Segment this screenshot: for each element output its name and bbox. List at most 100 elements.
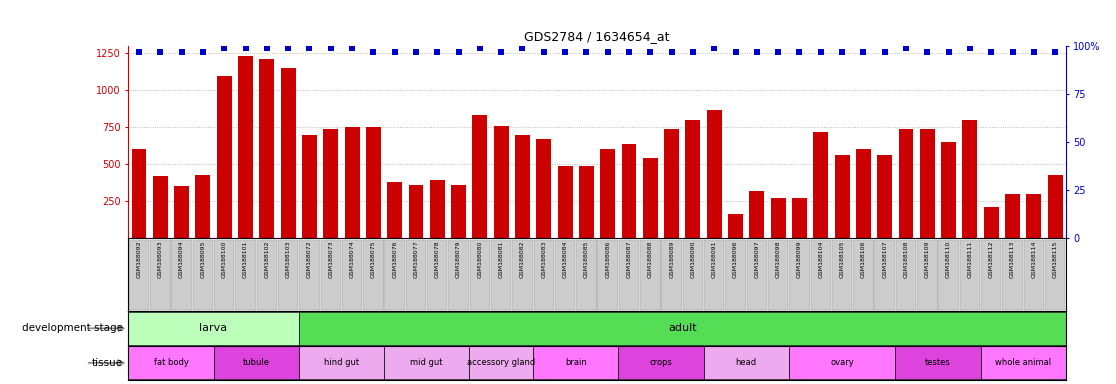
Bar: [451, 185, 466, 238]
Point: [1003, 49, 1021, 55]
Point: [450, 49, 468, 55]
Point: [748, 49, 766, 55]
Point: [855, 49, 873, 55]
Point: [152, 49, 170, 55]
Point: [321, 45, 339, 51]
Text: GSM188080: GSM188080: [478, 240, 482, 278]
FancyBboxPatch shape: [427, 240, 448, 310]
Text: GSM188109: GSM188109: [925, 240, 930, 278]
Bar: [408, 185, 423, 238]
FancyBboxPatch shape: [449, 240, 469, 310]
FancyBboxPatch shape: [172, 240, 192, 310]
FancyBboxPatch shape: [704, 240, 724, 310]
Bar: [1006, 194, 1020, 238]
FancyBboxPatch shape: [1023, 240, 1045, 310]
Point: [684, 49, 702, 55]
FancyBboxPatch shape: [533, 346, 618, 379]
Text: GSM188113: GSM188113: [1010, 240, 1016, 278]
Text: GSM188108: GSM188108: [904, 240, 908, 278]
FancyBboxPatch shape: [384, 346, 469, 379]
Text: GSM188076: GSM188076: [392, 240, 397, 278]
Bar: [1027, 194, 1041, 238]
FancyBboxPatch shape: [768, 240, 788, 310]
FancyBboxPatch shape: [960, 240, 980, 310]
Bar: [984, 207, 999, 238]
FancyBboxPatch shape: [981, 240, 1001, 310]
Point: [365, 49, 383, 55]
FancyBboxPatch shape: [470, 240, 490, 310]
Text: ovary: ovary: [830, 358, 854, 367]
Point: [642, 49, 660, 55]
Bar: [856, 149, 870, 238]
Text: development stage: development stage: [21, 323, 123, 333]
Point: [131, 49, 148, 55]
FancyBboxPatch shape: [618, 346, 703, 379]
Text: GSM188078: GSM188078: [435, 240, 440, 278]
Title: GDS2784 / 1634654_at: GDS2784 / 1634654_at: [525, 30, 670, 43]
Text: mid gut: mid gut: [411, 358, 443, 367]
Point: [727, 49, 744, 55]
FancyBboxPatch shape: [278, 240, 298, 310]
Text: GSM188101: GSM188101: [243, 240, 248, 278]
Text: GSM188087: GSM188087: [626, 240, 632, 278]
FancyBboxPatch shape: [641, 240, 661, 310]
Point: [1024, 49, 1042, 55]
Text: GSM188084: GSM188084: [562, 240, 568, 278]
Point: [258, 45, 276, 51]
Bar: [366, 127, 381, 238]
Bar: [750, 191, 764, 238]
Bar: [814, 132, 828, 238]
Point: [407, 49, 425, 55]
FancyBboxPatch shape: [703, 346, 789, 379]
Point: [663, 49, 681, 55]
Bar: [472, 116, 488, 238]
Text: testes: testes: [925, 358, 951, 367]
Point: [577, 49, 595, 55]
Bar: [514, 135, 530, 238]
Point: [918, 49, 936, 55]
Bar: [174, 186, 189, 238]
Text: GSM188092: GSM188092: [136, 240, 142, 278]
Bar: [771, 198, 786, 238]
Point: [429, 49, 446, 55]
FancyBboxPatch shape: [1002, 240, 1022, 310]
FancyBboxPatch shape: [896, 240, 916, 310]
Text: GSM188096: GSM188096: [733, 240, 738, 278]
FancyBboxPatch shape: [384, 240, 405, 310]
Text: adult: adult: [668, 323, 696, 333]
Text: GSM188112: GSM188112: [989, 240, 993, 278]
Bar: [238, 56, 253, 238]
Text: tissue: tissue: [92, 358, 123, 368]
Text: GSM188083: GSM188083: [541, 240, 547, 278]
Bar: [281, 68, 296, 238]
FancyBboxPatch shape: [1045, 240, 1066, 310]
Point: [556, 49, 574, 55]
Bar: [387, 182, 402, 238]
Text: accessory gland: accessory gland: [468, 358, 536, 367]
Text: GSM188114: GSM188114: [1031, 240, 1037, 278]
Bar: [685, 120, 701, 238]
Bar: [302, 135, 317, 238]
Text: GSM188095: GSM188095: [201, 240, 205, 278]
Text: GSM188106: GSM188106: [860, 240, 866, 278]
Point: [237, 45, 254, 51]
Point: [300, 45, 318, 51]
FancyBboxPatch shape: [128, 346, 213, 379]
Bar: [579, 166, 594, 238]
Bar: [259, 60, 275, 238]
Text: tubule: tubule: [242, 358, 270, 367]
Bar: [622, 144, 636, 238]
Bar: [962, 120, 978, 238]
Bar: [132, 149, 146, 238]
FancyBboxPatch shape: [469, 346, 533, 379]
FancyBboxPatch shape: [128, 312, 299, 345]
Text: head: head: [735, 358, 757, 367]
FancyBboxPatch shape: [257, 240, 277, 310]
FancyBboxPatch shape: [491, 240, 511, 310]
Bar: [195, 175, 210, 238]
Text: GSM188086: GSM188086: [605, 240, 610, 278]
Point: [811, 49, 829, 55]
Bar: [920, 129, 935, 238]
Text: GSM188072: GSM188072: [307, 240, 312, 278]
Point: [173, 49, 191, 55]
